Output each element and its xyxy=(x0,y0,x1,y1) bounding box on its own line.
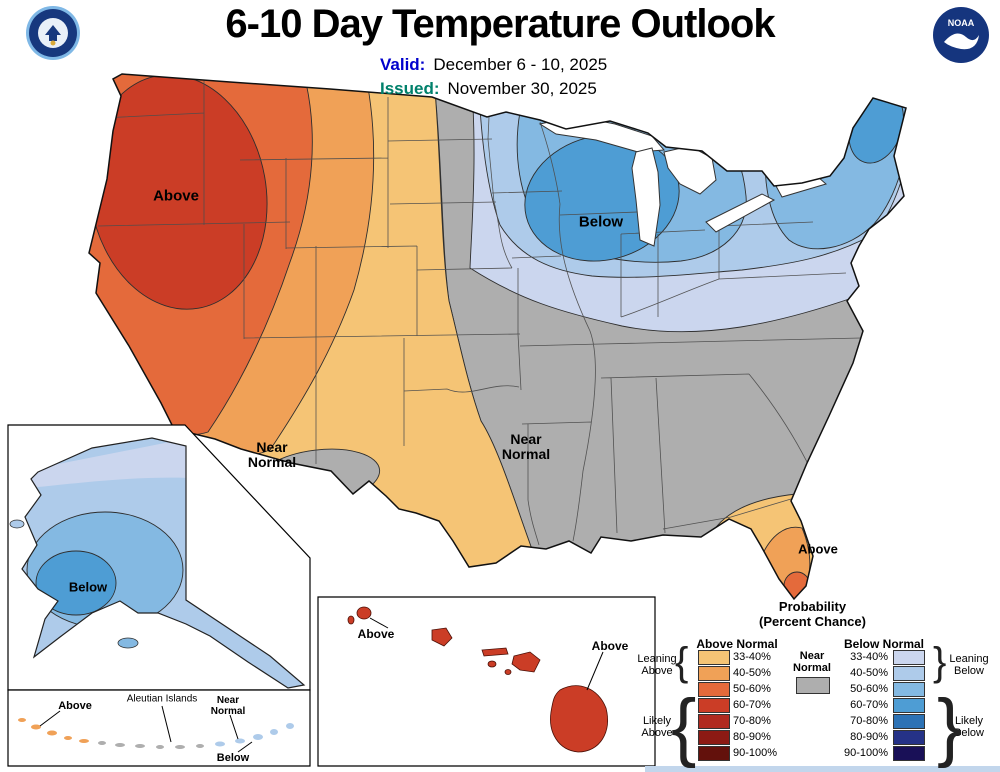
below-percent-label: 40-50% xyxy=(850,667,888,679)
lanai-island xyxy=(487,660,497,668)
kauai-island xyxy=(356,606,372,620)
alaska-inset xyxy=(7,424,311,691)
label-florida-above: Above xyxy=(798,541,838,557)
leaning-below-bracket-icon: } xyxy=(933,640,947,684)
below-percent-label: 33-40% xyxy=(850,651,888,663)
below-swatch xyxy=(893,730,925,745)
hawaii-leader-lines xyxy=(369,617,604,691)
below-swatch xyxy=(893,682,925,697)
lake-erie xyxy=(705,193,776,233)
near-normal-swatch xyxy=(796,677,830,694)
noaa-logo-text: NOAA xyxy=(948,18,975,28)
below-swatch xyxy=(893,714,925,729)
label-hawaii-above-east: Above xyxy=(591,639,629,653)
label-aleutian-below: Below xyxy=(216,752,250,764)
label-midwest-below: Below xyxy=(578,213,624,231)
above-percent-label: 70-80% xyxy=(733,715,771,727)
below-percent-label: 50-60% xyxy=(850,683,888,695)
maui-island xyxy=(511,651,541,673)
above-percent-label: 90-100% xyxy=(733,747,778,759)
leaning-below-label: Leaning Below xyxy=(949,653,989,677)
likely-above-bracket-icon: { xyxy=(671,684,697,769)
alaska-outline xyxy=(21,437,306,689)
aleutian-inset-box xyxy=(7,689,311,767)
above-swatch xyxy=(698,682,730,697)
aleutian-island-chain xyxy=(18,718,294,749)
above-percent-label: 80-90% xyxy=(733,731,771,743)
conus-outline xyxy=(88,73,907,601)
aleutian-leader-lines xyxy=(39,705,253,753)
leaning-above-label: Leaning Above xyxy=(637,653,677,677)
alaska-below-60-70-core xyxy=(35,550,117,616)
label-south-near-normal: Near Normal xyxy=(501,431,551,462)
below-percent-label: 90-100% xyxy=(843,747,888,759)
kodiak-island xyxy=(117,637,139,649)
aleutian-inset xyxy=(7,689,311,767)
lake-michigan xyxy=(631,147,661,247)
label-aleutian-islands: Aleutian Islands xyxy=(126,693,198,705)
molokai-island xyxy=(481,647,509,657)
below-swatch xyxy=(893,746,925,761)
alaska-below-33-40-north xyxy=(28,438,190,488)
commerce-seal-logo xyxy=(25,5,81,66)
validity-dates: Valid: December 6 - 10, 2025 Issued: Novem… xyxy=(380,53,607,101)
noaa-seagull-icon xyxy=(944,33,979,50)
big-island xyxy=(550,685,608,753)
issued-label: Issued: xyxy=(380,79,440,98)
above-swatch xyxy=(698,730,730,745)
label-hawaii-above-west: Above xyxy=(357,627,395,641)
label-west-above: Above xyxy=(153,187,199,205)
below-swatch xyxy=(893,666,925,681)
oahu-island xyxy=(431,627,453,647)
st-lawrence-island xyxy=(9,519,25,529)
noaa-logo: NOAA xyxy=(932,6,990,69)
above-percent-label: 40-50% xyxy=(733,667,771,679)
above-percent-label: 50-60% xyxy=(733,683,771,695)
hawaii-inset-box xyxy=(317,596,656,767)
above-swatch xyxy=(698,650,730,665)
valid-line: Valid: December 6 - 10, 2025 xyxy=(380,53,607,77)
label-southwest-near-normal: Near Normal xyxy=(247,439,297,470)
legend-below-normal-header: Below Normal xyxy=(843,637,924,651)
above-swatch xyxy=(698,666,730,681)
above-swatch xyxy=(698,714,730,729)
issued-line: Issued: November 30, 2025 xyxy=(380,77,607,101)
likely-below-label: Likely Below xyxy=(954,715,984,739)
leaning-above-bracket-icon: { xyxy=(675,640,689,684)
above-swatch xyxy=(698,698,730,713)
legend: Probability (Percent Chance) Above Norma… xyxy=(637,595,1000,770)
valid-value: December 6 - 10, 2025 xyxy=(433,55,608,74)
valid-label: Valid: xyxy=(380,55,426,74)
kahoolawe-island xyxy=(504,669,512,675)
niihau-island xyxy=(347,615,355,625)
page-title: 6-10 Day Temperature Outlook xyxy=(225,2,775,46)
legend-near-normal-label: Near xyxy=(799,650,825,662)
likely-above-label: Likely Above xyxy=(641,715,673,739)
legend-above-normal-header: Above Normal xyxy=(696,637,778,651)
above-swatch xyxy=(698,746,730,761)
above-percent-label: 60-70% xyxy=(733,699,771,711)
hawaiian-islands xyxy=(347,606,608,753)
label-aleutian-near-normal: Near Normal xyxy=(210,695,246,717)
above-percent-label: 33-40% xyxy=(733,651,771,663)
below-percent-label: 80-90% xyxy=(850,731,888,743)
label-alaska-below: Below xyxy=(68,579,108,595)
below-percent-label: 60-70% xyxy=(850,699,888,711)
below-swatch xyxy=(893,650,925,665)
likely-below-bracket-icon: } xyxy=(937,684,963,769)
below-percent-label: 70-80% xyxy=(850,715,888,727)
below-swatch xyxy=(893,698,925,713)
issued-value: November 30, 2025 xyxy=(447,79,597,98)
hawaii-inset xyxy=(317,596,656,767)
label-aleutian-above: Above xyxy=(58,700,92,712)
legend-near-normal-label: Normal xyxy=(793,662,831,674)
bottom-accent-strip xyxy=(645,766,1000,772)
legend-title: Probability (Percent Chance) xyxy=(759,599,866,629)
state-boundaries xyxy=(97,81,862,546)
